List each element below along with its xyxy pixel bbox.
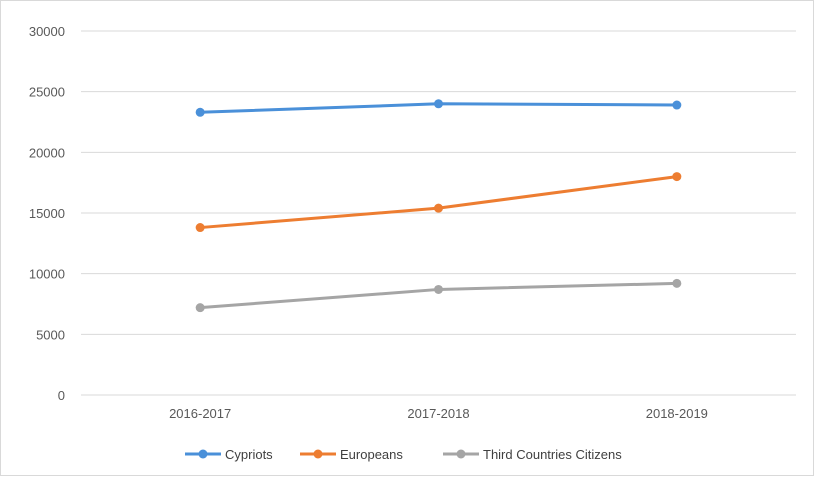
x-tick-label: 2016-2017: [169, 406, 231, 421]
x-tick-label: 2017-2018: [407, 406, 469, 421]
y-tick-label: 20000: [29, 145, 65, 160]
y-tick-label: 10000: [29, 267, 65, 282]
y-axis-tick-labels: 0 5000 10000 15000 20000 25000 30000: [29, 24, 65, 403]
series-line: [198, 175, 679, 230]
data-point: [195, 223, 205, 233]
data-point: [434, 203, 443, 213]
legend-label: Cypriots: [225, 447, 273, 462]
data-point: [672, 172, 682, 182]
legend-entry: Europeans: [300, 447, 403, 462]
data-point: [672, 278, 682, 288]
legend-entry: Third Countries Citizens: [443, 447, 622, 462]
legend-marker: [313, 449, 323, 459]
legend-marker: [198, 449, 208, 459]
gridlines: [81, 30, 796, 396]
legend-label: Third Countries Citizens: [483, 447, 622, 462]
x-axis-tick-labels: 2016-2017 2017-2018 2018-2019: [169, 406, 708, 421]
x-tick-label: 2018-2019: [646, 406, 708, 421]
y-tick-label: 5000: [36, 327, 65, 342]
series-lines: [195, 99, 682, 313]
data-point: [434, 284, 443, 294]
legend-label: Europeans: [340, 447, 403, 462]
legend-entry: Cypriots: [185, 447, 273, 462]
data-point: [195, 107, 205, 117]
series-cypriots: [195, 99, 682, 117]
legend: Cypriots Europeans Third Countries Citizen…: [185, 447, 622, 462]
y-tick-label: 15000: [29, 206, 65, 221]
data-point: [195, 303, 205, 313]
y-tick-label: 0: [58, 388, 65, 403]
y-tick-label: 30000: [29, 24, 65, 39]
legend-marker: [456, 449, 466, 459]
series-europeans: [195, 172, 682, 233]
series-third-countries-citizens: [195, 278, 682, 313]
y-tick-label: 25000: [29, 85, 65, 100]
data-point: [434, 99, 443, 109]
data-point: [672, 100, 682, 110]
